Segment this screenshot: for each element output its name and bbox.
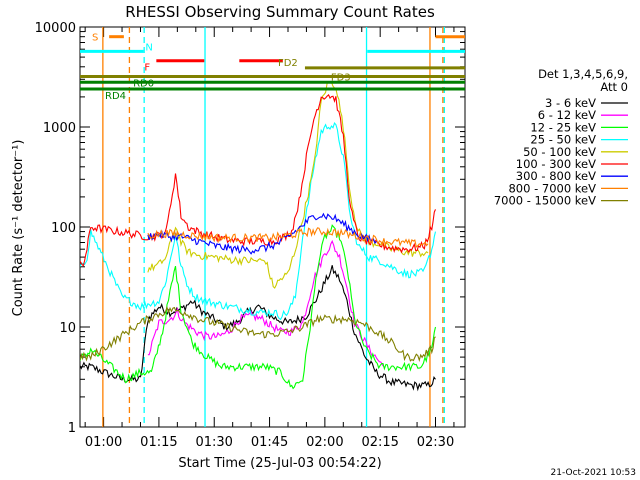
state-bar-label: N xyxy=(145,42,152,53)
state-bars: S NF FD2 FD3 RD0 RD4 xyxy=(80,33,465,102)
legend-label: 12 - 25 keV xyxy=(530,120,596,134)
vertical-markers xyxy=(102,27,445,427)
state-bar-label: RD4 xyxy=(105,91,126,102)
y-axis: 1 10 100 1000 10000 xyxy=(35,21,465,436)
legend-label: 7000 - 15000 keV xyxy=(494,194,596,208)
legend-label: 100 - 300 keV xyxy=(516,157,596,171)
legend-header-line2: Att 0 xyxy=(600,80,628,94)
chart-title: RHESSI Observing Summary Count Rates xyxy=(125,3,435,21)
series-lines xyxy=(80,81,437,392)
legend-label: 25 - 50 keV xyxy=(530,133,596,147)
x-tick-label: 02:30 xyxy=(417,435,454,450)
x-tick-label: 02:15 xyxy=(361,435,398,450)
series-line xyxy=(80,122,437,321)
x-tick-label: 02:00 xyxy=(306,435,343,450)
x-tick-label: 01:15 xyxy=(140,435,177,450)
x-tick-label: 01:45 xyxy=(251,435,288,450)
state-bar-label: F xyxy=(144,63,150,74)
legend-header-line1: Det 1,3,4,5,6,9, xyxy=(538,67,628,81)
y-tick-label: 100 xyxy=(51,221,76,236)
y-axis-label: Count Rate (s⁻¹ detector⁻¹) xyxy=(11,140,26,317)
x-axis-label: Start Time (25-Jul-03 00:54:22) xyxy=(178,456,381,471)
legend-label: 50 - 100 keV xyxy=(523,145,596,159)
series-line xyxy=(147,239,385,368)
series-line xyxy=(80,305,436,362)
date-stamp: 21-Oct-2021 10:53 xyxy=(551,468,636,478)
series-line xyxy=(147,227,429,248)
series-line xyxy=(80,265,436,392)
legend-label: 6 - 12 keV xyxy=(538,108,596,122)
state-bar-label: FD2 xyxy=(278,58,298,69)
x-tick-label: 01:00 xyxy=(85,435,122,450)
y-tick-label: 1000 xyxy=(43,121,76,136)
y-tick-label: 1 xyxy=(68,421,76,436)
state-bar-label: RD0 xyxy=(133,78,154,89)
x-axis: 01:00 01:15 01:30 01:45 02:00 02:15 02:30 xyxy=(84,27,455,450)
y-tick-label: 10000 xyxy=(35,21,76,36)
series-line xyxy=(80,224,437,390)
legend-label: 3 - 6 keV xyxy=(545,96,596,110)
y-tick-label: 10 xyxy=(59,321,76,336)
legend-label: 800 - 7000 keV xyxy=(508,181,596,195)
x-tick-label: 01:30 xyxy=(195,435,232,450)
state-bar-label: S xyxy=(92,33,98,44)
legend-label: 300 - 800 keV xyxy=(516,169,596,183)
state-bar-label: FD3 xyxy=(331,72,351,83)
